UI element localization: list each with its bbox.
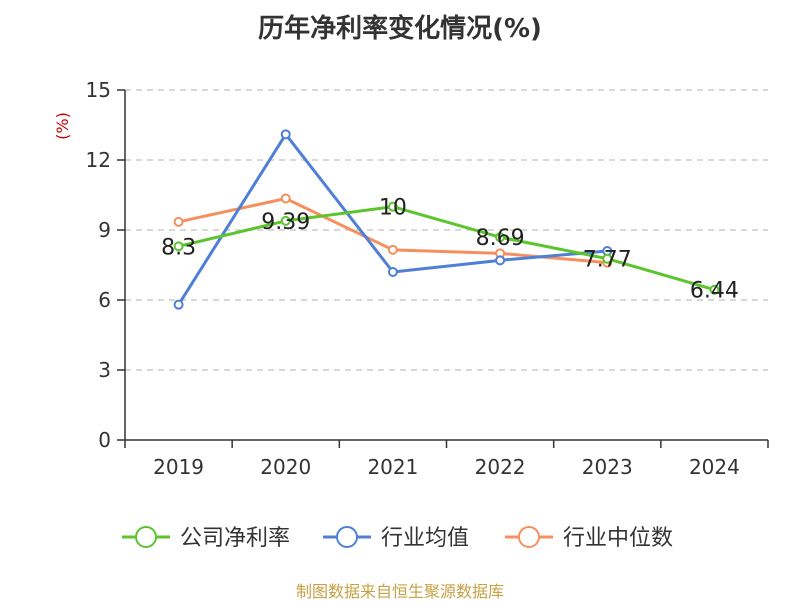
data-point	[387, 201, 398, 212]
x-tick-label: 2023	[582, 455, 633, 479]
y-axis-label: (%)	[53, 112, 72, 140]
data-label: 7.77	[583, 248, 632, 273]
series-lines	[173, 129, 720, 310]
data-point	[709, 284, 720, 295]
data-point	[495, 255, 506, 266]
legend-item[interactable]: 行业均值	[323, 526, 469, 551]
x-tick-label: 2019	[153, 455, 204, 479]
y-tick-labels: 0 3 6 9 12 15	[86, 78, 111, 452]
y-tick-label: 12	[86, 148, 111, 172]
data-point	[495, 232, 506, 243]
data-point	[280, 129, 291, 140]
data-point	[173, 241, 184, 252]
legend-marker	[135, 526, 157, 548]
data-point	[387, 267, 398, 277]
x-tick-label: 2024	[689, 455, 740, 479]
x-tick-label: 2021	[367, 455, 418, 479]
data-point	[387, 244, 398, 255]
axes	[117, 89, 769, 448]
series-line	[178, 205, 715, 292]
legend: 公司净利率 行业均值 行业中位数	[122, 526, 673, 551]
data-label: 8.3	[161, 235, 196, 260]
data-point	[280, 215, 291, 226]
data-label: 10	[379, 196, 407, 221]
x-tick-label: 2022	[475, 455, 526, 479]
chart-title: 历年净利率变化情况(%)	[258, 14, 542, 44]
data-point	[280, 193, 291, 204]
data-point	[602, 253, 613, 264]
data-labels: 8.3 9.39 10 8.69 7.77 6.44	[161, 196, 739, 304]
data-point	[173, 216, 184, 227]
legend-item[interactable]: 行业中位数	[505, 526, 673, 551]
legend-label: 公司净利率	[180, 526, 290, 551]
legend-label: 行业均值	[381, 526, 469, 551]
grid-lines	[125, 89, 768, 371]
source-note: 制图数据来自恒生聚源数据库	[295, 582, 504, 601]
legend-label: 行业中位数	[563, 526, 673, 551]
y-tick-label: 6	[98, 288, 111, 312]
y-tick-label: 15	[86, 78, 111, 102]
legend-marker	[518, 526, 540, 548]
data-label: 9.39	[261, 210, 310, 235]
legend-marker	[336, 526, 358, 548]
y-tick-label: 3	[98, 358, 111, 382]
data-point	[173, 299, 184, 310]
legend-item[interactable]: 公司净利率	[122, 526, 290, 551]
x-tick-label: 2020	[260, 455, 311, 479]
y-tick-label: 9	[98, 218, 111, 242]
data-label: 8.69	[476, 226, 525, 251]
data-label: 6.44	[690, 279, 739, 304]
y-tick-label: 0	[98, 428, 111, 452]
x-tick-labels: 2019 2020 2021 2022 2023 2024	[153, 455, 740, 479]
